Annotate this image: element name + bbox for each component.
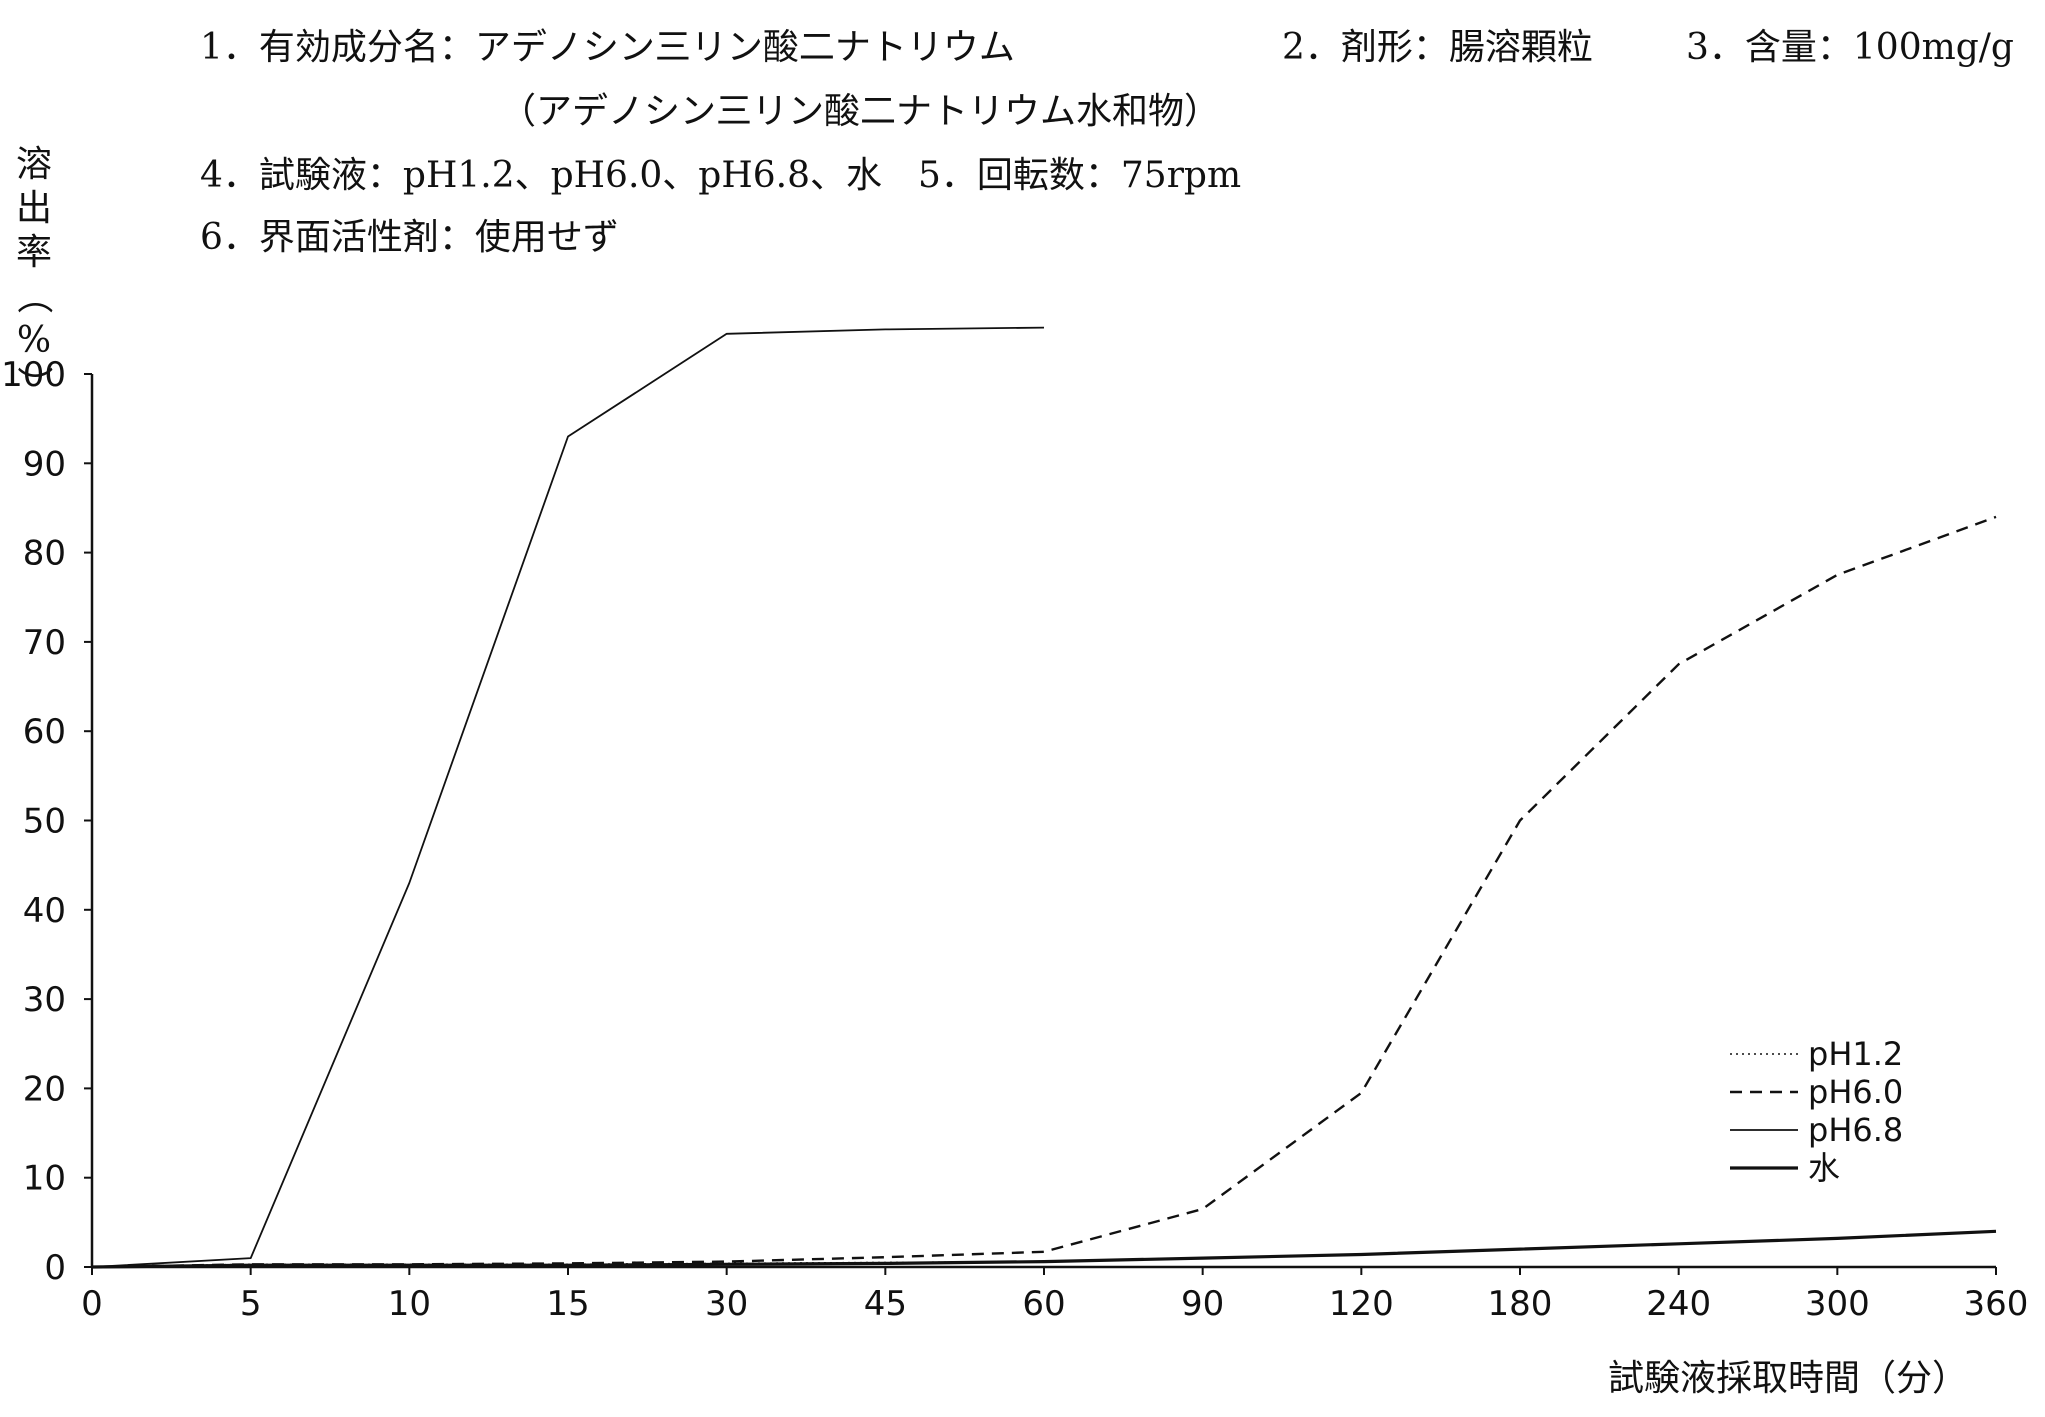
y-axis-title-char: 率	[16, 232, 52, 273]
y-tick-label: 50	[23, 802, 66, 842]
x-tick-label: 15	[546, 1284, 589, 1324]
y-axis-title-char: （	[13, 278, 54, 314]
x-tick-label: 360	[1964, 1284, 2029, 1324]
info-line1-mid: 2．剤形：腸溶顆粒	[1282, 27, 1593, 68]
series-layer	[91, 326, 1997, 1269]
y-axis-title-char: 溶	[16, 144, 52, 185]
legend-label: pH1.2	[1808, 1035, 1903, 1073]
axis-ticks: 0 10 20 30 40 50 60 70 80 90 100 0 5 10 15 30 45 60 90 120 1…	[1, 355, 2028, 1324]
info-line4: 6．界面活性剤：使用せず	[200, 217, 619, 258]
legend-label: 水	[1808, 1149, 1840, 1187]
y-tick-label: 100	[1, 355, 66, 395]
y-tick-label: 80	[23, 534, 66, 574]
info-line2: （アデノシン三リン酸二ナトリウム水和物）	[500, 91, 1221, 132]
x-tick-label: 45	[864, 1284, 907, 1324]
x-axis-title: 試験液採取時間（分）	[1608, 1358, 1968, 1399]
y-axis-title: 溶出率 （% ）	[13, 144, 54, 402]
x-tick-label: 5	[240, 1284, 262, 1324]
y-tick-label: 40	[23, 891, 66, 931]
axes	[90, 374, 1996, 1269]
y-tick-label: 0	[44, 1248, 66, 1288]
legend-label: pH6.0	[1808, 1073, 1903, 1111]
y-tick-label: 90	[23, 444, 66, 484]
info-line1-right: 3．含量：100mg/g	[1686, 27, 2014, 68]
y-axis-title-char: 出	[16, 188, 52, 229]
info-line1-left: 1．有効成分名：アデノシン三リン酸二ナトリウム	[200, 27, 1015, 68]
y-tick-label: 70	[23, 623, 66, 663]
y-axis-title-char: %	[17, 320, 51, 361]
y-tick-label: 60	[23, 712, 66, 752]
y-tick-label: 20	[23, 1069, 66, 1109]
series-line-dashed	[91, 515, 1997, 1269]
x-tick-label: 30	[705, 1284, 748, 1324]
y-tick-label: 10	[23, 1159, 66, 1199]
x-tick-label: 120	[1329, 1284, 1394, 1324]
x-tick-label: 10	[388, 1284, 431, 1324]
x-tick-label: 300	[1805, 1284, 1870, 1324]
y-axis-title-char: ）	[13, 366, 54, 402]
x-tick-label: 90	[1181, 1284, 1224, 1324]
x-tick-label: 0	[81, 1284, 103, 1324]
legend-label: pH6.8	[1808, 1111, 1903, 1149]
x-tick-label: 180	[1488, 1284, 1553, 1324]
series-line-thick	[91, 1229, 1997, 1269]
x-tick-label: 60	[1022, 1284, 1065, 1324]
x-tick-label: 240	[1646, 1284, 1711, 1324]
series-line-thin	[91, 326, 1045, 1268]
y-tick-label: 30	[23, 980, 66, 1020]
info-line3: 4．試験液：pH1.2、pH6.0、pH6.8、水 5．回転数：75rpm	[200, 155, 1242, 196]
